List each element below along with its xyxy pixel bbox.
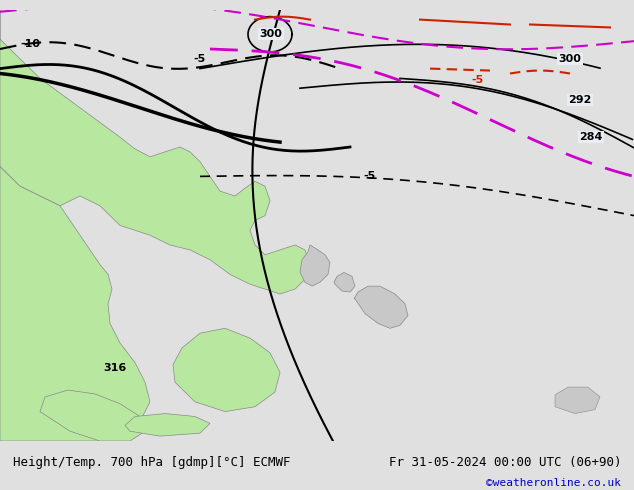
Text: -10: -10 xyxy=(20,39,40,49)
Polygon shape xyxy=(220,358,234,374)
Text: 292: 292 xyxy=(568,95,592,105)
Polygon shape xyxy=(125,414,210,436)
Polygon shape xyxy=(173,328,280,412)
Polygon shape xyxy=(205,353,218,369)
Text: -5: -5 xyxy=(472,75,484,85)
Polygon shape xyxy=(40,390,145,441)
Polygon shape xyxy=(300,245,330,286)
Polygon shape xyxy=(354,286,408,328)
Text: 316: 316 xyxy=(103,363,127,372)
Polygon shape xyxy=(555,387,600,414)
Polygon shape xyxy=(0,10,310,294)
Text: 300: 300 xyxy=(259,29,282,39)
Text: -5: -5 xyxy=(194,54,206,64)
Text: Height/Temp. 700 hPa [gdmp][°C] ECMWF: Height/Temp. 700 hPa [gdmp][°C] ECMWF xyxy=(13,456,290,469)
Text: 284: 284 xyxy=(579,132,603,142)
Polygon shape xyxy=(0,167,150,441)
Polygon shape xyxy=(334,272,355,292)
Text: 300: 300 xyxy=(559,54,581,64)
Text: Fr 31-05-2024 00:00 UTC (06+90): Fr 31-05-2024 00:00 UTC (06+90) xyxy=(389,456,621,469)
Text: ©weatheronline.co.uk: ©weatheronline.co.uk xyxy=(486,478,621,488)
Polygon shape xyxy=(215,337,232,355)
Text: -5: -5 xyxy=(364,172,376,181)
